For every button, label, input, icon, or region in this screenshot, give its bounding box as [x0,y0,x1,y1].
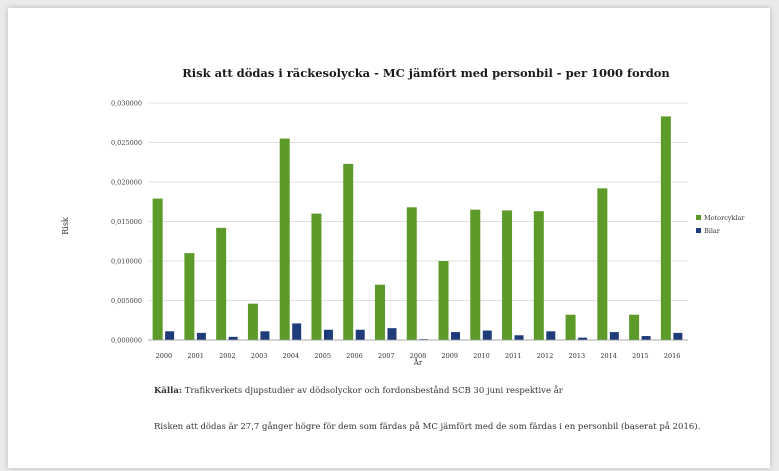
bar-bilar [355,329,365,340]
legend-label: Bilar [704,227,721,235]
x-tick-label: 2014 [600,352,617,360]
y-axis-label: Risk [61,217,70,235]
x-axis-ticks: 2000 2001 2002 2003 2004 2005 2006 2007 2008 2009… [156,352,681,360]
bar-motorcyklar [343,163,354,340]
x-tick-label: 2009 [441,352,458,360]
x-tick-label: 2000 [156,352,173,360]
x-tick-label: 2016 [664,352,681,360]
x-tick-label: 2003 [251,352,268,360]
bar-motorcyklar [660,116,671,341]
risk-bar-chart: Risk att dödas i räckesolycka - MC jämfö… [61,66,745,367]
x-tick-label: 2002 [219,352,236,360]
source-line: Källa: Trafikverkets djupstudier av döds… [154,386,563,396]
x-tick-label: 2013 [569,352,586,360]
chart-title: Risk att dödas i räckesolycka - MC jämfö… [182,66,670,80]
x-tick-label: 2012 [537,352,554,360]
x-tick-label: 2006 [346,352,363,360]
y-tick-label: 0,005000 [111,297,142,305]
y-tick-label: 0,020000 [111,179,142,187]
x-tick-label: 2004 [283,352,300,360]
x-axis-label: År [413,358,423,367]
bar-bilar [482,330,492,340]
report-page: Risk att dödas i räckesolycka - MC jämfö… [8,8,770,468]
x-tick-label: 2005 [314,352,331,360]
bar-bilar [165,331,175,340]
bar-bilar [673,332,683,340]
bar-motorcyklar [184,253,195,340]
bar-bilar [228,336,238,340]
y-tick-label: 0,000000 [111,337,142,345]
bar-motorcyklar [597,188,608,340]
x-tick-label: 2015 [632,352,649,360]
bar-bilar [609,332,619,340]
legend-swatch [696,215,701,220]
bar-motorcyklar [565,314,576,340]
gridlines [148,102,688,341]
bar-motorcyklar [216,227,227,340]
y-tick-label: 0,030000 [111,100,142,108]
bar-motorcyklar [247,303,258,340]
bars [152,116,683,341]
x-tick-label: 2001 [187,352,204,360]
bar-bilar [387,328,397,340]
bar-motorcyklar [279,138,290,340]
bar-motorcyklar [374,284,385,340]
bar-motorcyklar [152,198,163,340]
bar-bilar [514,335,524,340]
bar-motorcyklar [629,314,640,340]
bar-motorcyklar [311,213,322,340]
legend: Motorcyklar Bilar [696,214,745,235]
bar-motorcyklar [438,261,449,340]
legend-label: Motorcyklar [704,214,745,222]
y-tick-label: 0,010000 [111,258,142,266]
bar-bilar [292,323,302,340]
bar-motorcyklar [502,210,513,340]
bar-motorcyklar [406,207,417,340]
bar-bilar [196,332,206,340]
x-tick-label: 2008 [410,352,427,360]
bar-bilar [451,332,461,340]
bar-bilar [546,331,556,340]
x-tick-label: 2007 [378,352,395,360]
bar-bilar [578,337,588,340]
x-tick-label: 2010 [473,352,490,360]
y-tick-label: 0,015000 [111,218,142,226]
bar-bilar [260,331,270,340]
y-tick-label: 0,025000 [111,139,142,147]
bar-bilar [641,336,651,340]
x-tick-label: 2011 [505,352,522,360]
bar-motorcyklar [533,211,544,340]
source-text: Trafikverkets djupstudier av dödsolyckor… [182,386,563,396]
source-label: Källa: [154,386,182,396]
y-axis-ticks: 0,000000 0,005000 0,010000 0,015000 0,020000… [111,100,142,345]
legend-swatch [696,228,701,233]
bar-bilar [323,329,333,340]
bar-motorcyklar [470,209,481,340]
risk-note: Risken att dödas är 27,7 gånger högre fö… [154,422,701,432]
